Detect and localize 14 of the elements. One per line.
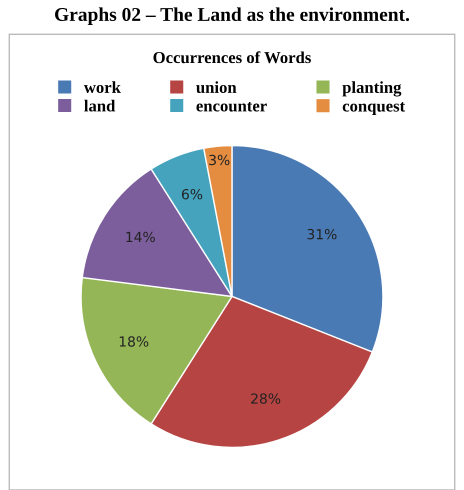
data-label: 18% — [120, 336, 148, 347]
data-label: 14% — [126, 232, 155, 242]
data-label: 6% — [182, 188, 202, 200]
legend-label: work — [84, 81, 121, 93]
data-label: 28% — [251, 393, 280, 404]
legend-label: encounter — [196, 102, 267, 112]
chart-title: Graphs 02 – The Land as the environment. — [55, 7, 410, 25]
data-label: 3% — [209, 154, 230, 166]
legend-label: land — [84, 100, 116, 112]
data-label: 31% — [307, 228, 337, 240]
legend-label: planting — [342, 81, 402, 96]
legend-label: conquest — [342, 102, 406, 116]
chart-subtitle: Occurrences of Words — [153, 51, 311, 64]
legend-label: union — [196, 81, 236, 94]
